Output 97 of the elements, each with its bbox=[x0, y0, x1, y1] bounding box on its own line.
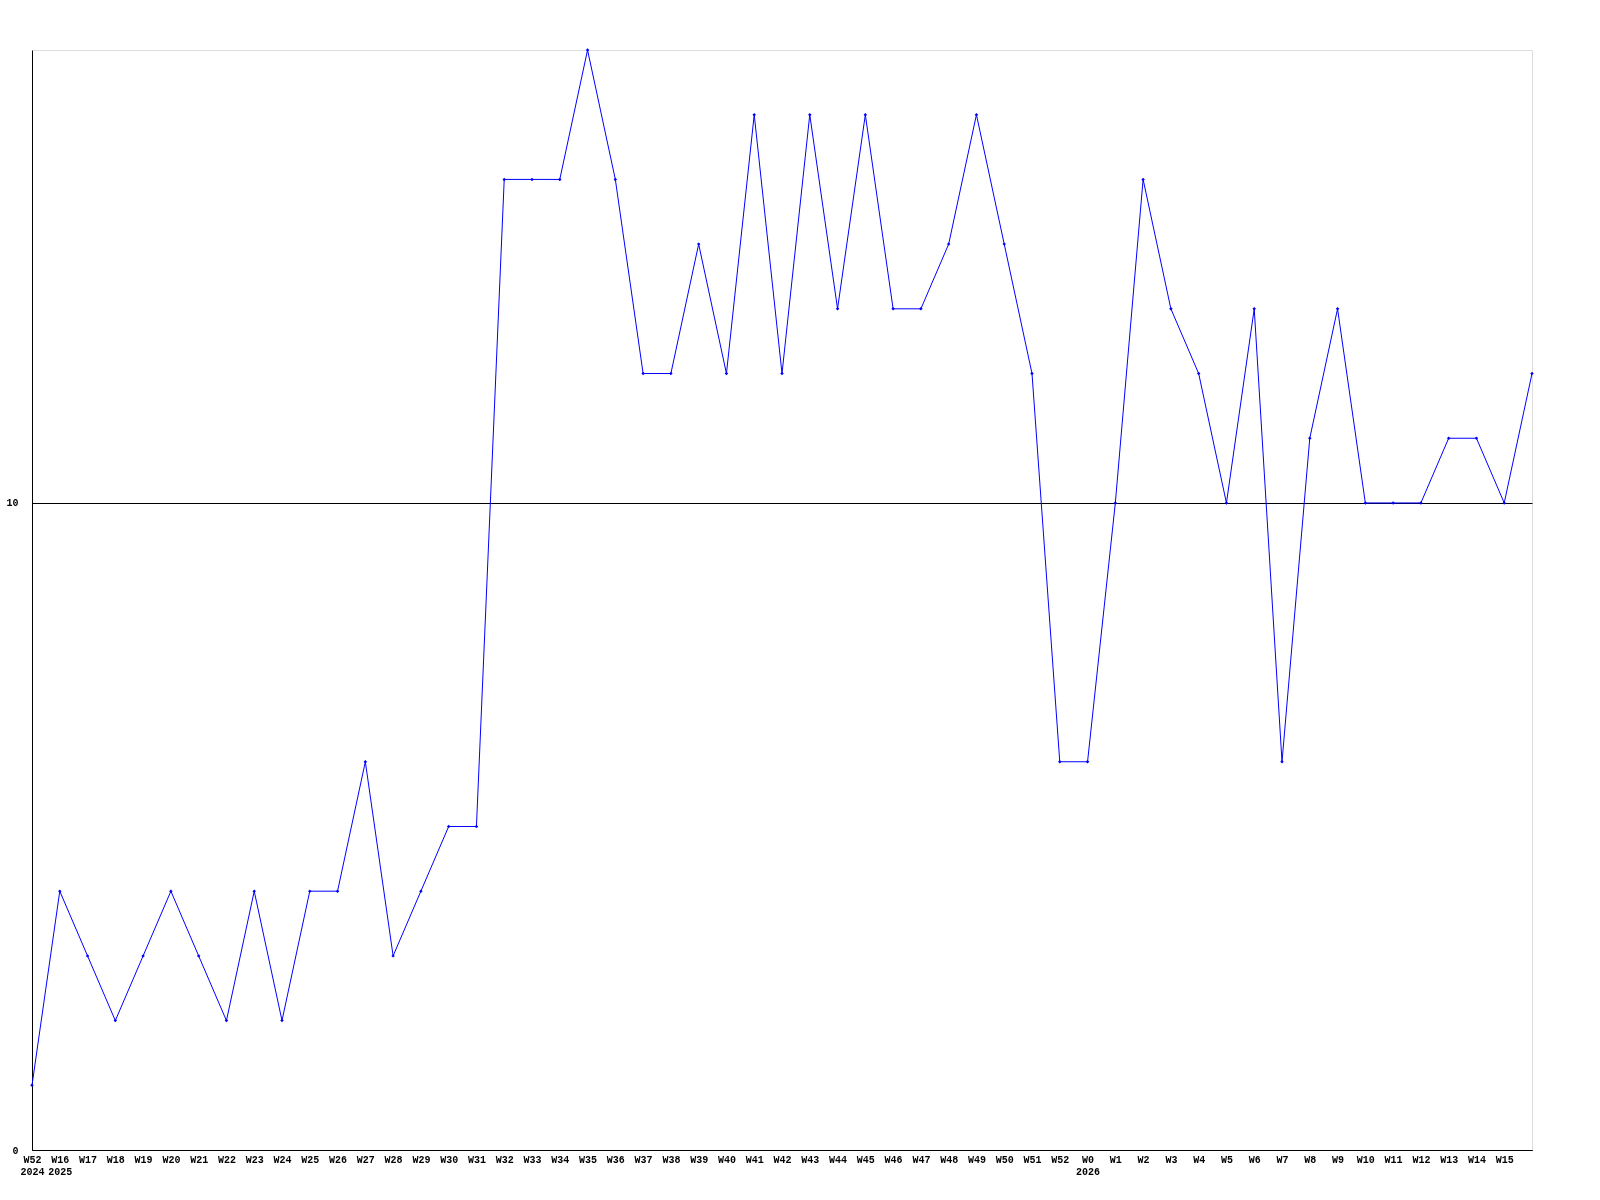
x-tick-label: W47 bbox=[912, 1154, 931, 1166]
x-tick-label: W19 bbox=[134, 1154, 153, 1166]
point bbox=[58, 889, 62, 893]
x-tick-label: W10 bbox=[1356, 1154, 1375, 1166]
x-tick-label: W2 bbox=[1137, 1154, 1150, 1166]
point bbox=[780, 371, 784, 376]
point bbox=[808, 112, 812, 117]
x-tick-label: W4 bbox=[1193, 1154, 1206, 1166]
x-tick-label: W52 2024 bbox=[20, 1154, 45, 1178]
point bbox=[1002, 242, 1006, 246]
x-tick-label: W45 bbox=[856, 1154, 875, 1166]
x-tick-label: W25 bbox=[301, 1154, 320, 1166]
x-tick-label: W16 2025 bbox=[48, 1154, 73, 1178]
point bbox=[669, 371, 673, 376]
point bbox=[1113, 501, 1118, 505]
x-tick-label: W0 2026 bbox=[1076, 1154, 1101, 1178]
x-tick-label: W13 bbox=[1440, 1154, 1459, 1166]
x-tick-label: W41 bbox=[745, 1154, 764, 1166]
x-tick-label: W31 bbox=[467, 1154, 486, 1166]
x-tick-label: W43 bbox=[801, 1154, 820, 1166]
x-tick-label: W18 bbox=[106, 1154, 125, 1166]
point bbox=[1335, 307, 1340, 311]
x-tick-label: W12 bbox=[1412, 1154, 1431, 1166]
y-tick-label: 0 bbox=[12, 1145, 19, 1157]
point bbox=[30, 1083, 34, 1088]
point bbox=[696, 242, 701, 246]
point bbox=[1502, 501, 1506, 505]
point bbox=[335, 889, 340, 893]
x-tick-label: W33 bbox=[523, 1154, 542, 1166]
x-tick-label: W51 bbox=[1023, 1154, 1042, 1166]
x-tick-label: W11 bbox=[1384, 1154, 1403, 1166]
x-tick-label: W23 bbox=[245, 1154, 264, 1166]
point bbox=[919, 307, 923, 311]
point bbox=[1141, 177, 1145, 182]
x-tick-label: W35 bbox=[579, 1154, 598, 1166]
point bbox=[641, 371, 645, 376]
x-tick-label: W44 bbox=[829, 1154, 848, 1166]
point bbox=[252, 889, 256, 893]
x-tick-label: W46 bbox=[884, 1154, 903, 1166]
point bbox=[752, 112, 756, 117]
x-tick-label: W39 bbox=[690, 1154, 709, 1166]
x-tick-label: W28 bbox=[384, 1154, 403, 1166]
point bbox=[280, 1018, 284, 1023]
point bbox=[419, 889, 423, 893]
point bbox=[169, 889, 173, 893]
x-tick-label: W1 bbox=[1109, 1154, 1122, 1166]
point bbox=[1252, 307, 1256, 311]
x-tick-label: W14 bbox=[1467, 1154, 1486, 1166]
point bbox=[946, 242, 951, 246]
x-tick-label: W22 bbox=[217, 1154, 236, 1166]
x-tick-label: W24 bbox=[273, 1154, 292, 1166]
x-tick-label: W6 bbox=[1248, 1154, 1261, 1166]
x-tick-label: W42 bbox=[773, 1154, 792, 1166]
point bbox=[1446, 436, 1451, 440]
x-tick-label: W36 bbox=[606, 1154, 625, 1166]
point bbox=[1224, 501, 1229, 505]
point bbox=[835, 307, 840, 311]
x-tick-label: W49 bbox=[967, 1154, 986, 1166]
point bbox=[585, 48, 590, 52]
x-tick-label: W29 bbox=[412, 1154, 431, 1166]
point bbox=[1085, 760, 1090, 764]
x-tick-label: W9 bbox=[1332, 1154, 1345, 1166]
x-tick-label: W30 bbox=[440, 1154, 459, 1166]
x-tick-label: W15 bbox=[1495, 1154, 1514, 1166]
point bbox=[1169, 307, 1173, 311]
point bbox=[1058, 760, 1062, 764]
point bbox=[363, 760, 368, 764]
x-tick-label: W37 bbox=[634, 1154, 653, 1166]
x-tick-label: W7 bbox=[1276, 1154, 1289, 1166]
point bbox=[85, 954, 90, 958]
x-tick-label: W26 bbox=[329, 1154, 348, 1166]
x-tick-label: W50 bbox=[995, 1154, 1014, 1166]
x-tick-label: W20 bbox=[162, 1154, 181, 1166]
x-tick-label: W48 bbox=[940, 1154, 959, 1166]
x-tick-label: W52 bbox=[1051, 1154, 1070, 1166]
x-tick-label: W17 bbox=[79, 1154, 98, 1166]
point bbox=[502, 177, 506, 182]
x-tick-label: W8 bbox=[1304, 1154, 1317, 1166]
x-tick-label: W21 bbox=[190, 1154, 209, 1166]
point bbox=[1474, 436, 1479, 440]
point bbox=[1308, 436, 1312, 440]
point bbox=[1030, 371, 1034, 376]
point bbox=[308, 889, 312, 893]
x-tick-label: W40 bbox=[717, 1154, 736, 1166]
point bbox=[1530, 371, 1534, 376]
point bbox=[196, 954, 201, 958]
point bbox=[863, 112, 868, 117]
x-tick-label: W34 bbox=[551, 1154, 570, 1166]
x-tick-label: W38 bbox=[662, 1154, 681, 1166]
x-tick-label: W5 bbox=[1220, 1154, 1233, 1166]
point bbox=[891, 307, 895, 311]
x-tick-label: W3 bbox=[1165, 1154, 1178, 1166]
point bbox=[1363, 501, 1368, 505]
y-tick-label: 10 bbox=[6, 498, 19, 510]
x-tick-label: W32 bbox=[495, 1154, 514, 1166]
x-tick-label: W27 bbox=[356, 1154, 375, 1166]
point bbox=[558, 177, 562, 182]
